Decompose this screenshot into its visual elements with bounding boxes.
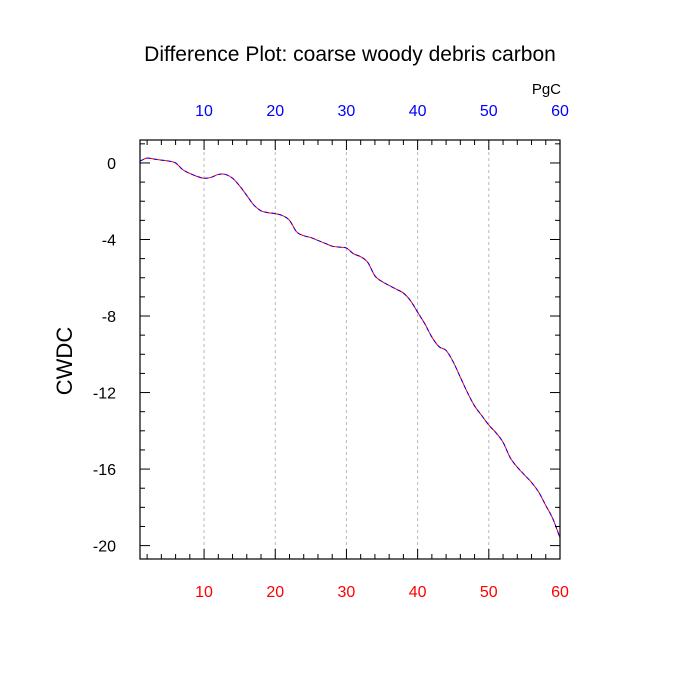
y-tick-label: -16	[93, 462, 116, 479]
chart-title: Difference Plot: coarse woody debris car…	[144, 43, 556, 66]
x-tick-label-top: 10	[195, 103, 213, 120]
x-tick-label-top: 20	[266, 103, 284, 120]
x-tick-label-bottom: 50	[480, 584, 498, 601]
x-tick-label-top: 60	[551, 103, 569, 120]
data-series-layer	[139, 157, 561, 539]
x-tick-label-bottom: 40	[409, 584, 427, 601]
grid-lines	[203, 140, 490, 559]
axis-tick-labels: 10 10 20 20 30 30 40 40 50 50 60 60 0 -4 -8 -12 -16 -20	[93, 103, 569, 601]
y-tick-label: 0	[107, 156, 116, 173]
y-tick-label: -8	[102, 309, 116, 326]
series-line-1	[139, 157, 561, 539]
series-line-2	[139, 157, 561, 539]
x-tick-label-bottom: 60	[551, 584, 569, 601]
y-axis-label: CWDC	[52, 327, 77, 396]
x-tick-label-bottom: 20	[266, 584, 284, 601]
y-tick-label: -4	[102, 232, 116, 249]
axis-ticks	[140, 140, 561, 559]
x-tick-label-top: 40	[409, 103, 427, 120]
y-tick-label: -20	[93, 539, 116, 556]
y-tick-label: -12	[93, 386, 116, 403]
plot-frame	[139, 139, 561, 560]
x-tick-label-bottom: 30	[338, 584, 356, 601]
x-tick-label-top: 30	[338, 103, 356, 120]
x-tick-label-bottom: 10	[195, 584, 213, 601]
top-axis-unit-label: PgC	[532, 81, 561, 98]
x-tick-label-top: 50	[480, 103, 498, 120]
